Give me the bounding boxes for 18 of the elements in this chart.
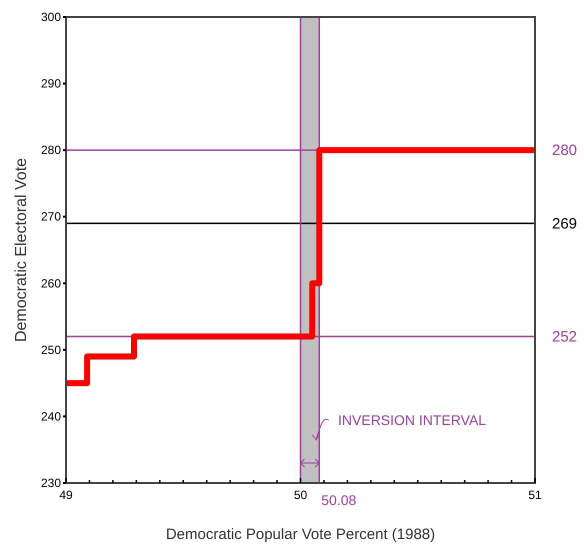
x-axis-title: Democratic Popular Vote Percent (1988) <box>166 526 436 543</box>
x-tick-label: 49 <box>59 488 73 502</box>
ref-line-label: 252 <box>552 328 578 346</box>
y-tick-label: 270 <box>40 210 62 224</box>
ref-line-label: 50.08 <box>321 492 357 508</box>
y-tick-label: 280 <box>40 143 62 158</box>
annotation: INVERSION INTERVAL <box>338 412 486 428</box>
x-tick-label: 50 <box>294 488 308 502</box>
ref-line-label: 269 <box>552 215 578 232</box>
y-tick-label: 230 <box>40 476 62 490</box>
x-tick-label: 51 <box>528 488 542 502</box>
y-tick-label: 240 <box>40 409 62 424</box>
y-tick-label: 250 <box>40 342 62 357</box>
y-tick-label: 300 <box>40 10 62 24</box>
y-tick-label: 260 <box>40 276 62 290</box>
y-axis-title: Democratic Electoral Vote <box>13 158 30 342</box>
y-tick-label: 290 <box>40 76 62 91</box>
ref-line-label: 280 <box>552 142 578 160</box>
